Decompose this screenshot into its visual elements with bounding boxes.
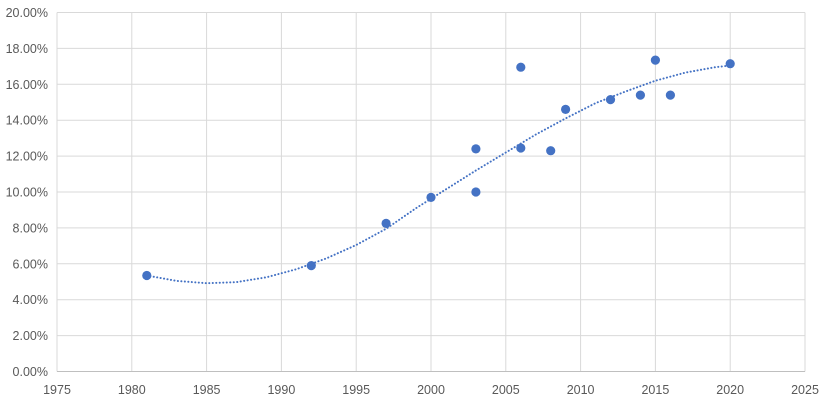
data-point[interactable] bbox=[142, 270, 152, 281]
horizontal-gridlines bbox=[57, 12, 805, 337]
data-point[interactable] bbox=[605, 95, 616, 105]
x-axis-tick-label: 2010 bbox=[567, 383, 595, 397]
data-point[interactable] bbox=[561, 104, 571, 114]
y-axis-tick-label: 12.00% bbox=[6, 150, 48, 164]
x-axis-tick-label: 1975 bbox=[43, 383, 71, 397]
x-axis-tick-label: 2025 bbox=[791, 383, 819, 397]
x-axis-tick-label: 1980 bbox=[118, 383, 146, 397]
trendline[interactable] bbox=[145, 64, 732, 285]
y-axis-tick-labels: 0.00% 2.00% 4.00% 6.00% 8.00% 10.00% 12.00% 14.… bbox=[6, 6, 48, 379]
y-axis-tick-label: 4.00% bbox=[13, 293, 48, 307]
data-point[interactable] bbox=[546, 146, 556, 156]
data-points bbox=[142, 55, 735, 281]
data-point[interactable] bbox=[650, 55, 661, 65]
y-axis-tick-label: 18.00% bbox=[6, 42, 48, 56]
y-axis-tick-label: 8.00% bbox=[13, 221, 48, 235]
y-axis-tick-label: 6.00% bbox=[13, 257, 48, 271]
data-point[interactable] bbox=[635, 90, 646, 100]
x-axis-tick-labels: 1975 1980 1985 1990 1995 2000 2005 2010 2015 2020… bbox=[43, 383, 819, 397]
y-axis-tick-label: 20.00% bbox=[6, 6, 48, 20]
y-axis-tick-label: 14.00% bbox=[6, 114, 48, 128]
x-axis-tick-label: 1990 bbox=[267, 383, 295, 397]
y-axis-tick-label: 0.00% bbox=[13, 365, 48, 379]
x-axis-tick-label: 1995 bbox=[342, 383, 370, 397]
data-point[interactable] bbox=[471, 144, 481, 154]
data-point[interactable] bbox=[516, 62, 526, 72]
data-point[interactable] bbox=[665, 90, 676, 100]
data-point[interactable] bbox=[471, 187, 481, 197]
x-axis-tick-label: 2005 bbox=[492, 383, 520, 397]
y-axis-tick-label: 16.00% bbox=[6, 78, 48, 92]
data-point[interactable] bbox=[381, 218, 391, 228]
y-axis-tick-label: 2.00% bbox=[13, 329, 48, 343]
data-point[interactable] bbox=[516, 143, 526, 153]
data-point[interactable] bbox=[306, 261, 316, 271]
data-point[interactable] bbox=[725, 59, 735, 69]
x-axis-tick-label: 2015 bbox=[641, 383, 669, 397]
y-axis-tick-label: 10.00% bbox=[6, 186, 48, 200]
x-axis-tick-label: 1985 bbox=[193, 383, 221, 397]
data-point[interactable] bbox=[426, 192, 436, 202]
x-axis-tick-label: 2000 bbox=[417, 383, 445, 397]
x-axis-tick-label: 2020 bbox=[716, 383, 744, 397]
